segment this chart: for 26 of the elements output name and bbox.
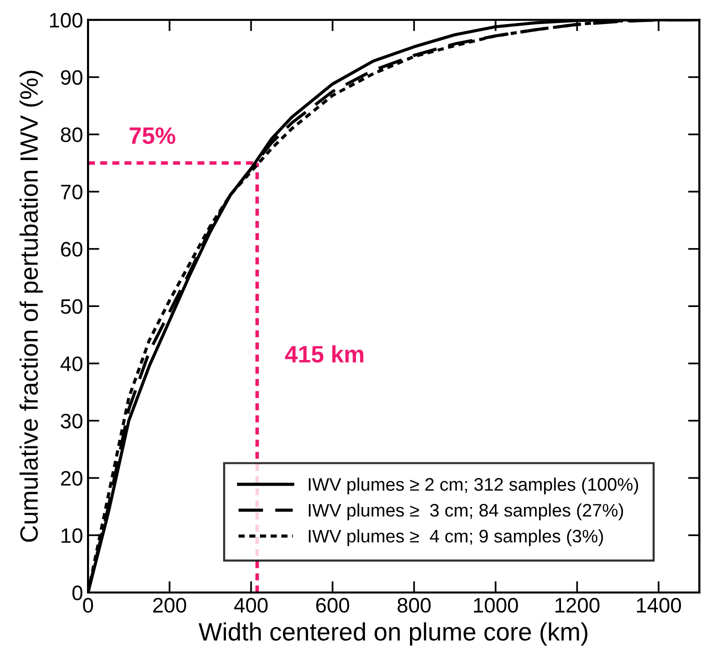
x-tick-label: 600 — [316, 598, 350, 613]
y-tick-label: 100 — [50, 12, 82, 28]
legend-label: IWV plumes ≥ 2 cm; 312 samples (100%) — [308, 478, 638, 494]
x-tick-label: 400 — [234, 598, 268, 613]
y-tick-label: 30 — [60, 414, 82, 428]
y-tick-label: 40 — [60, 356, 82, 372]
legend-label: IWV plumes ≥ 4 cm; 9 samples (3%) — [308, 529, 603, 546]
ref-line-label: 415 km — [285, 345, 364, 363]
x-tick-label: 1200 — [556, 598, 600, 613]
y-tick-label: 20 — [61, 470, 82, 486]
x-tick-label: 1000 — [474, 598, 518, 613]
x-tick-label: 1400 — [637, 598, 681, 613]
y-tick-label: 50 — [60, 299, 82, 314]
y-tick-label: 90 — [60, 70, 82, 85]
x-tick-label: 200 — [153, 598, 186, 613]
y-tick-label: 80 — [60, 127, 82, 142]
y-tick-label: 0 — [72, 585, 82, 600]
y-tick-label: 70 — [61, 184, 82, 200]
ref-line-label: 75% — [130, 127, 176, 144]
x-tick-label: 800 — [398, 598, 431, 613]
x-axis-title: Width centered on plume core (km) — [198, 622, 588, 646]
y-tick-label: 10 — [62, 528, 82, 543]
legend-label: IWV plumes ≥ 3 cm; 84 samples (27%) — [308, 503, 624, 520]
y-tick-label: 60 — [61, 242, 82, 257]
x-tick-label: 0 — [83, 598, 94, 613]
y-axis-title: Cumulative fraction of pertubation IWV (%) — [20, 70, 43, 542]
